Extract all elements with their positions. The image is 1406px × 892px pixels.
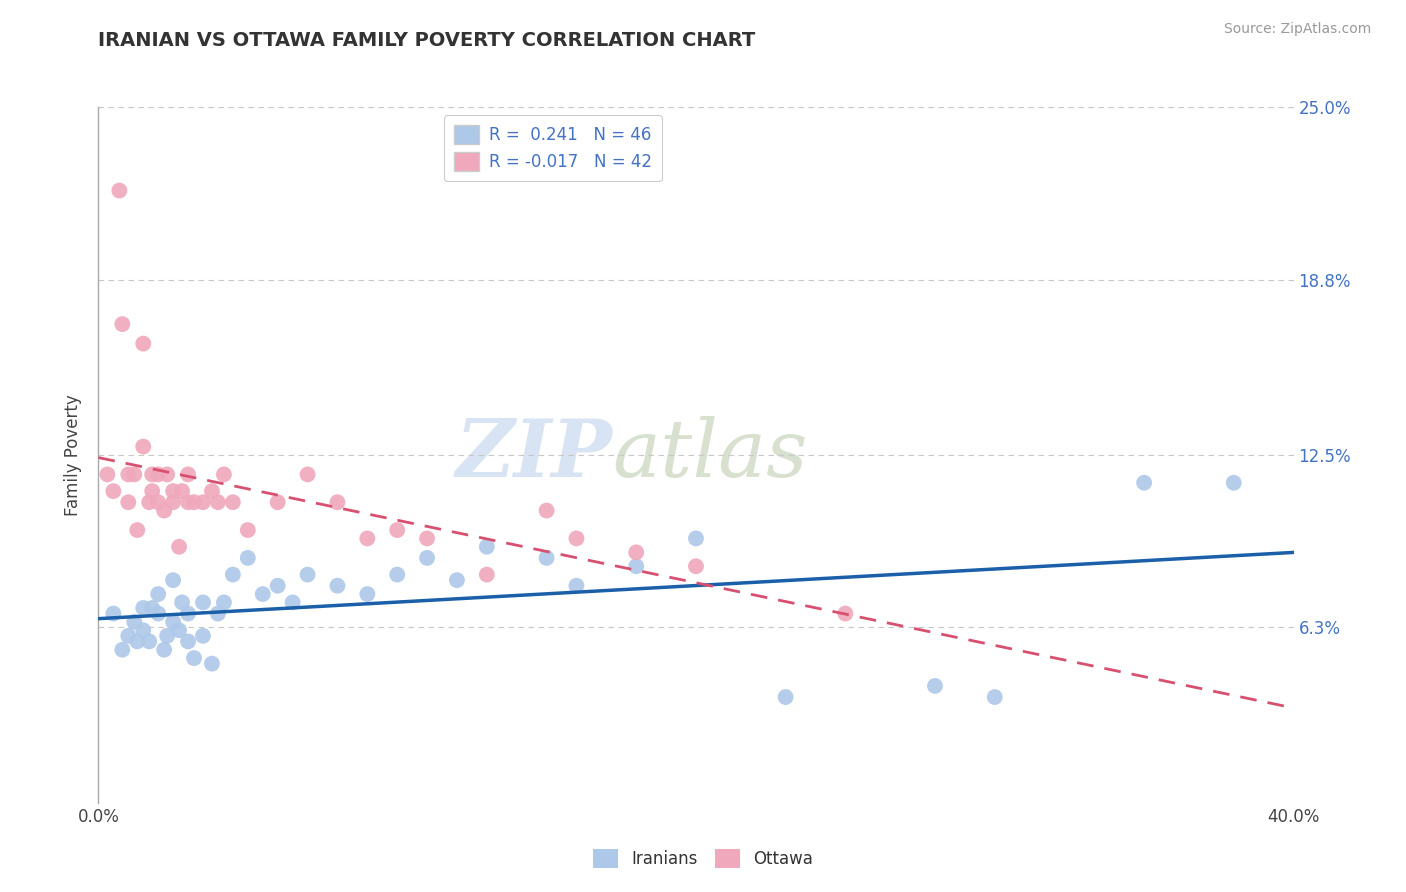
Point: [326, 495, 349, 509]
Point: [177, 495, 200, 509]
Point: [201, 657, 224, 671]
Point: [148, 587, 170, 601]
Point: [385, 523, 409, 537]
Point: [212, 467, 235, 482]
Point: [685, 559, 707, 574]
Point: [124, 467, 146, 482]
Point: [281, 595, 304, 609]
Point: [191, 629, 214, 643]
Point: [834, 607, 856, 621]
Point: [138, 634, 160, 648]
Point: [565, 579, 588, 593]
Point: [132, 336, 155, 351]
Point: [141, 484, 163, 499]
Point: [207, 495, 229, 509]
Y-axis label: Family Poverty: Family Poverty: [65, 394, 83, 516]
Point: [326, 579, 349, 593]
Point: [984, 690, 1007, 704]
Point: [685, 532, 707, 546]
Text: ZIP: ZIP: [456, 417, 613, 493]
Point: [138, 495, 160, 509]
Point: [236, 550, 259, 565]
Point: [162, 484, 184, 499]
Point: [132, 624, 155, 638]
Point: [177, 607, 200, 621]
Point: [167, 540, 190, 554]
Point: [191, 495, 214, 509]
Point: [536, 550, 558, 565]
Point: [124, 615, 146, 629]
Point: [148, 607, 170, 621]
Point: [626, 559, 648, 574]
Point: [117, 467, 139, 482]
Point: [356, 532, 378, 546]
Point: [356, 587, 378, 601]
Point: [297, 467, 319, 482]
Point: [132, 601, 155, 615]
Point: [141, 601, 163, 615]
Point: [183, 495, 205, 509]
Point: [153, 503, 176, 517]
Text: Source: ZipAtlas.com: Source: ZipAtlas.com: [1223, 22, 1371, 37]
Point: [416, 550, 439, 565]
Point: [1223, 475, 1246, 490]
Point: [222, 495, 245, 509]
Point: [775, 690, 797, 704]
Point: [416, 532, 439, 546]
Point: [162, 615, 184, 629]
Point: [132, 440, 155, 454]
Point: [172, 484, 194, 499]
Point: [117, 495, 139, 509]
Point: [252, 587, 274, 601]
Point: [924, 679, 946, 693]
Point: [297, 567, 319, 582]
Point: [475, 540, 498, 554]
Point: [446, 573, 468, 587]
Point: [156, 467, 179, 482]
Point: [153, 642, 176, 657]
Point: [626, 545, 648, 559]
Text: IRANIAN VS OTTAWA FAMILY POVERTY CORRELATION CHART: IRANIAN VS OTTAWA FAMILY POVERTY CORRELA…: [98, 31, 755, 50]
Point: [96, 467, 118, 482]
Point: [156, 629, 179, 643]
Point: [536, 503, 558, 517]
Point: [167, 624, 190, 638]
Point: [385, 567, 409, 582]
Legend: Iranians, Ottawa: Iranians, Ottawa: [586, 843, 820, 875]
Point: [162, 573, 184, 587]
Point: [162, 495, 184, 509]
Point: [183, 651, 205, 665]
Point: [172, 595, 194, 609]
Point: [177, 467, 200, 482]
Point: [127, 634, 149, 648]
Point: [148, 467, 170, 482]
Point: [108, 184, 131, 198]
Point: [148, 495, 170, 509]
Point: [201, 484, 224, 499]
Point: [212, 595, 235, 609]
Legend: R =  0.241   N = 46, R = -0.017   N = 42: R = 0.241 N = 46, R = -0.017 N = 42: [443, 115, 662, 181]
Point: [475, 567, 498, 582]
Point: [1133, 475, 1156, 490]
Point: [127, 523, 149, 537]
Point: [565, 532, 588, 546]
Point: [103, 607, 125, 621]
Point: [207, 607, 229, 621]
Point: [267, 579, 290, 593]
Point: [267, 495, 290, 509]
Point: [236, 523, 259, 537]
Point: [103, 484, 125, 499]
Point: [191, 595, 214, 609]
Point: [222, 567, 245, 582]
Point: [141, 467, 163, 482]
Point: [111, 642, 134, 657]
Point: [111, 317, 134, 331]
Point: [117, 629, 139, 643]
Text: atlas: atlas: [613, 417, 807, 493]
Point: [177, 634, 200, 648]
